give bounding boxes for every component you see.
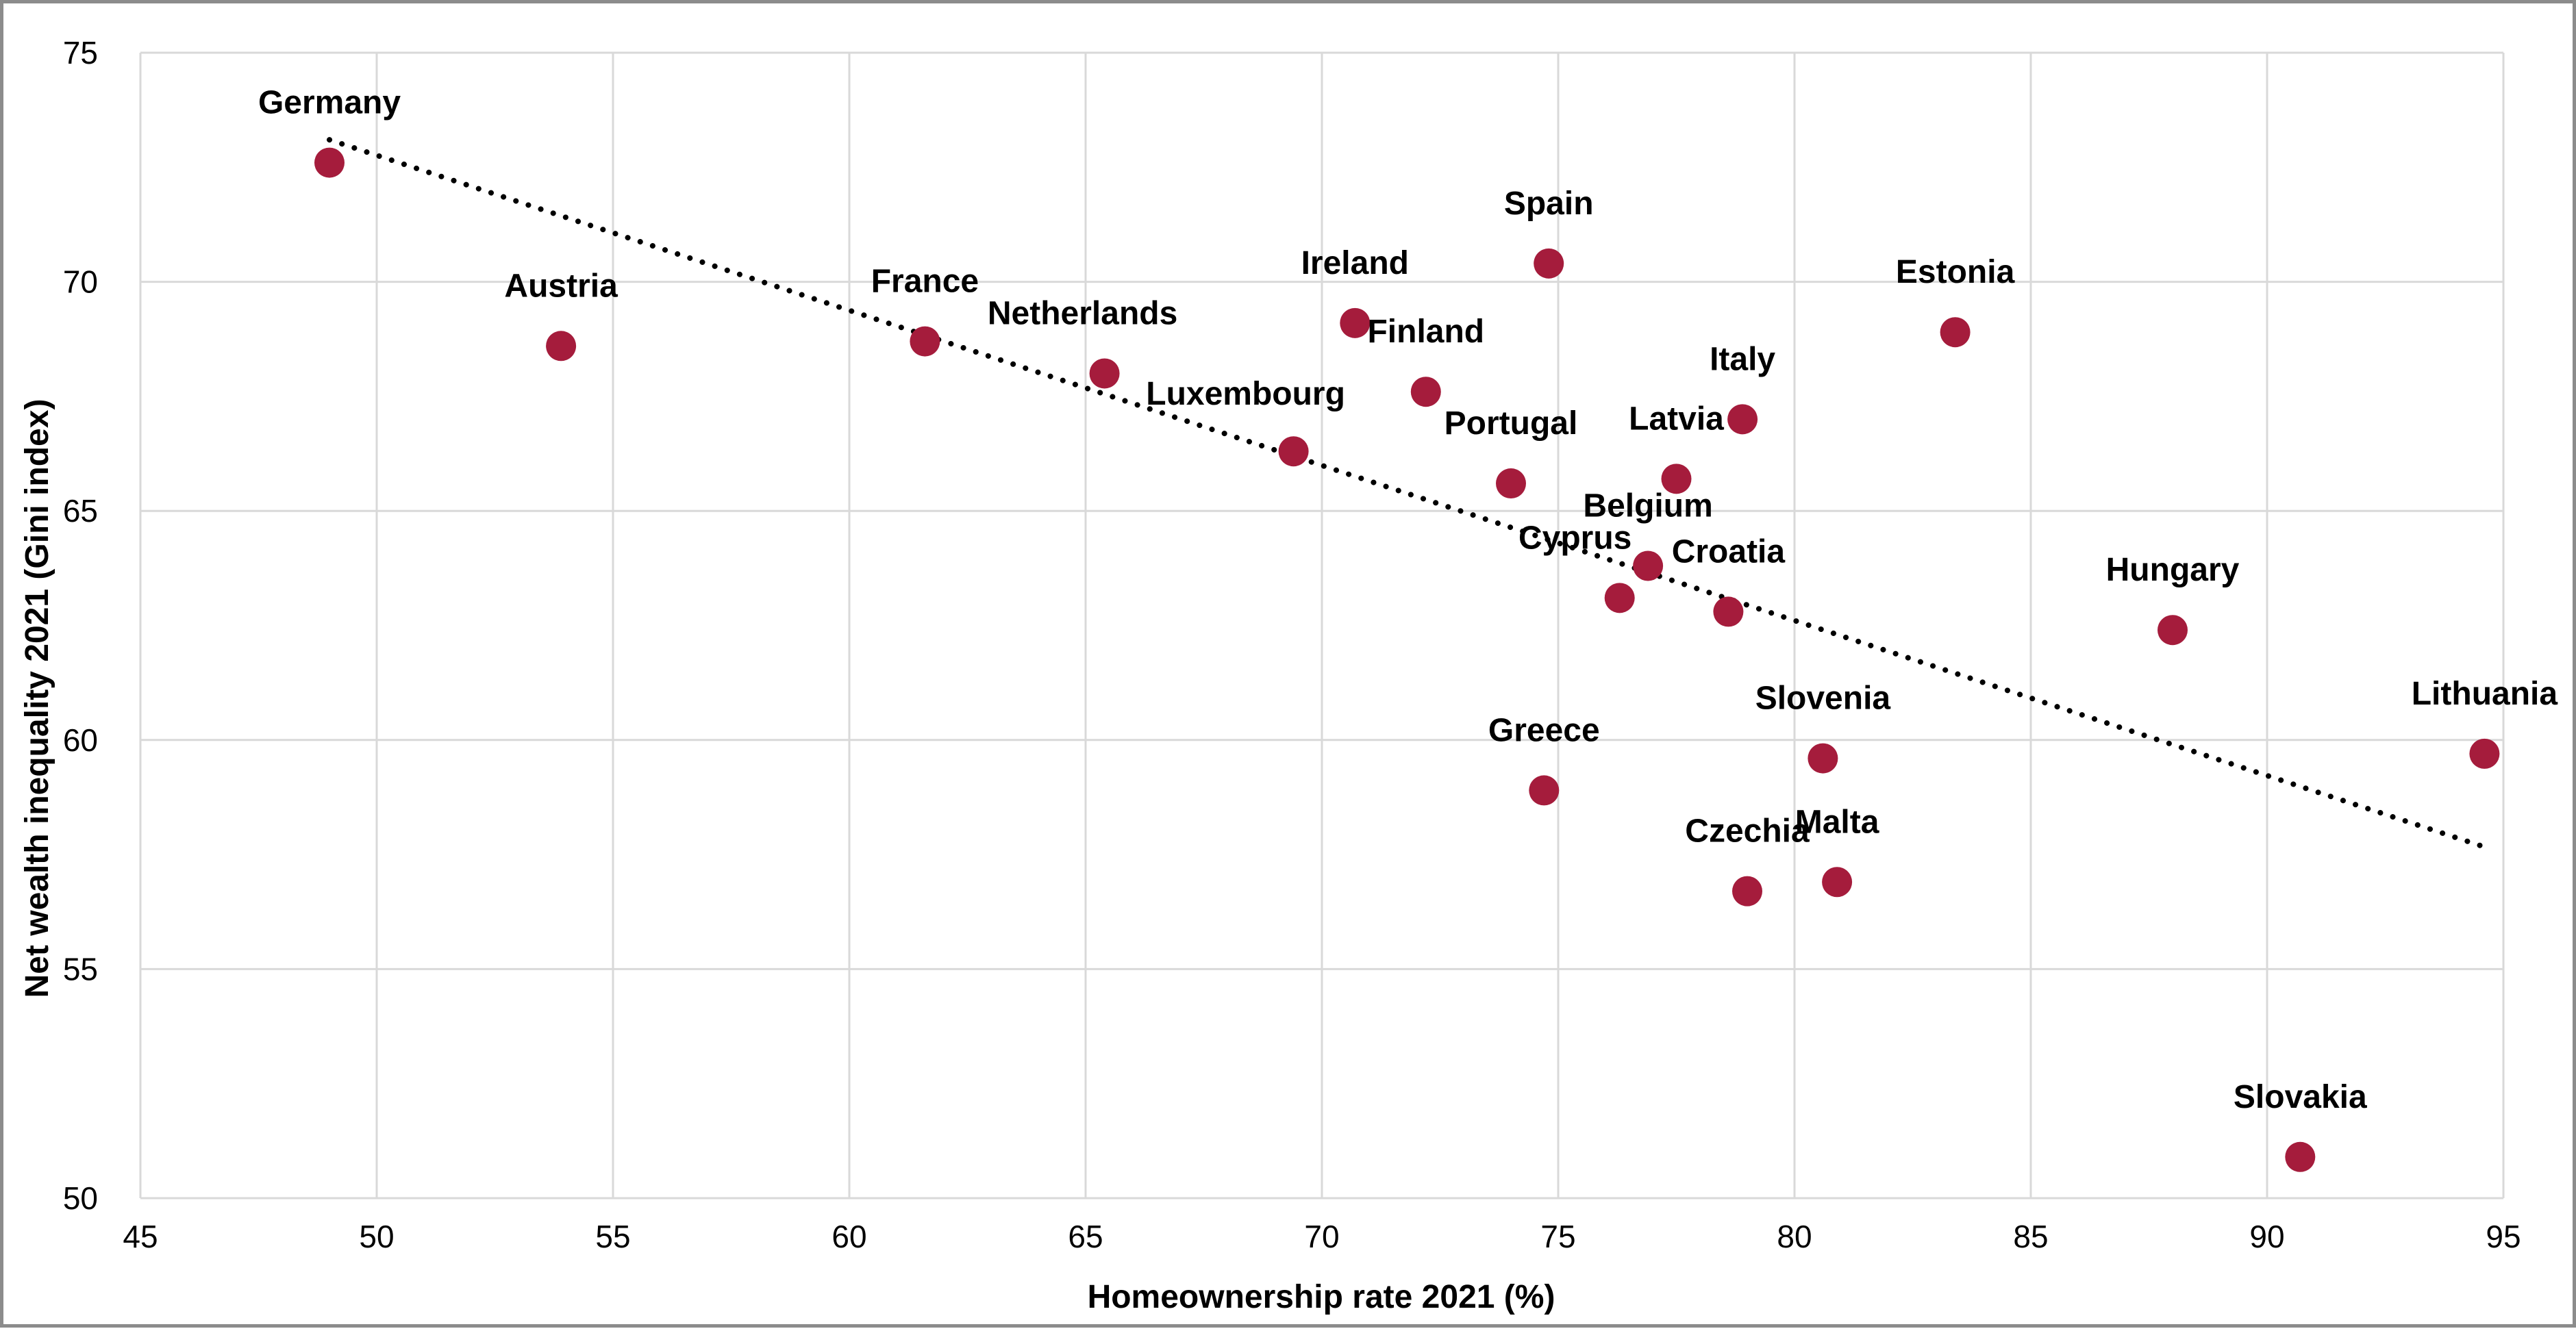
point-malta: [1822, 867, 1853, 898]
point-label-italy: Italy: [1710, 341, 1775, 377]
point-czechia: [1732, 876, 1762, 907]
x-tick-label: 50: [359, 1219, 394, 1254]
x-tick-label: 90: [2249, 1219, 2284, 1254]
point-finland: [1410, 377, 1441, 407]
point-italy: [1727, 404, 1758, 435]
x-tick-label: 95: [2486, 1219, 2521, 1254]
point-label-greece: Greece: [1488, 712, 1600, 748]
gridlines: [139, 51, 2505, 1200]
point-estonia: [1940, 317, 1971, 348]
point-croatia: [1713, 596, 1744, 627]
x-tick-label: 60: [831, 1219, 866, 1254]
point-label-luxembourg: Luxembourg: [1146, 376, 1345, 412]
y-tick-label: 75: [63, 35, 98, 71]
x-axis-title: Homeownership rate 2021 (%): [1088, 1279, 1555, 1315]
point-label-belgium: Belgium: [1583, 488, 1712, 524]
point-label-ireland: Ireland: [1301, 245, 1409, 281]
point-ireland: [1340, 307, 1371, 338]
point-lithuania: [2469, 738, 2500, 769]
data-points: [314, 147, 2500, 1172]
point-label-netherlands: Netherlands: [988, 295, 1177, 331]
y-tick-label: 55: [63, 951, 98, 987]
scatter-chart: 45 50 55 60 65 70 75 80 85 90 95 50 55 60 65 70 75 Germa…: [19, 35, 2558, 1315]
y-tick-label: 65: [63, 493, 98, 529]
point-slovenia: [1808, 743, 1838, 774]
point-label-lithuania: Lithuania: [2412, 676, 2558, 712]
point-label-germany: Germany: [258, 85, 401, 121]
point-label-cyprus: Cyprus: [1518, 520, 1631, 556]
point-spain: [1534, 248, 1564, 279]
point-portugal: [1496, 468, 1526, 499]
point-label-estonia: Estonia: [1896, 254, 2015, 290]
point-label-hungary: Hungary: [2106, 552, 2240, 588]
point-label-portugal: Portugal: [1445, 405, 1578, 442]
trendline: [327, 137, 2483, 848]
point-label-austria: Austria: [504, 268, 618, 304]
point-luxembourg: [1278, 436, 1309, 467]
x-tick-label: 85: [2013, 1219, 2048, 1254]
y-tick-label: 60: [63, 722, 98, 758]
x-tick-label: 80: [1777, 1219, 1812, 1254]
point-label-slovakia: Slovakia: [2234, 1079, 2367, 1115]
point-austria: [546, 331, 577, 362]
x-tick-label: 55: [595, 1219, 630, 1254]
point-label-france: France: [871, 264, 979, 300]
point-belgium: [1633, 550, 1664, 581]
x-tick-label: 65: [1068, 1219, 1103, 1254]
point-cyprus: [1604, 583, 1635, 613]
point-hungary: [2158, 615, 2188, 646]
point-label-spain: Spain: [1504, 186, 1594, 222]
y-axis-title: Net wealth inequality 2021 (Gini index): [19, 399, 55, 998]
point-label-czechia: Czechia: [1685, 813, 1810, 850]
trendline-line: [327, 137, 2483, 848]
x-tick-label: 70: [1304, 1219, 1339, 1254]
point-label-malta: Malta: [1795, 804, 1879, 840]
y-tick-label: 50: [63, 1180, 98, 1216]
x-tick-label: 75: [1540, 1219, 1575, 1254]
point-latvia: [1661, 464, 1692, 494]
point-slovakia: [2285, 1141, 2316, 1172]
x-tick-label: 45: [123, 1219, 158, 1254]
axis-ticks: 45 50 55 60 65 70 75 80 85 90 95 50 55 60 65 70 75: [63, 35, 2521, 1254]
point-netherlands: [1089, 358, 1120, 389]
point-label-latvia: Latvia: [1629, 401, 1724, 437]
point-greece: [1529, 775, 1560, 806]
point-label-finland: Finland: [1367, 314, 1484, 350]
y-tick-label: 70: [63, 264, 98, 300]
point-france: [910, 326, 940, 357]
point-label-slovenia: Slovenia: [1755, 681, 1891, 717]
point-germany: [314, 147, 345, 178]
point-label-croatia: Croatia: [1672, 533, 1786, 570]
